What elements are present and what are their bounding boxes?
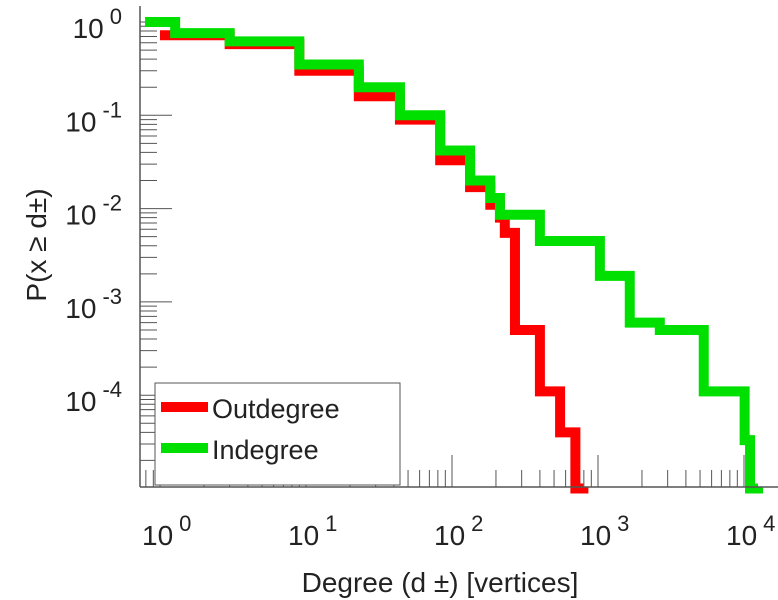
x-tick-label: 10 2 [434, 511, 483, 551]
x-tick-label: 10 0 [142, 511, 191, 551]
y-tick-label: 10 -1 [65, 97, 122, 137]
legend: Outdegree Indegree [154, 382, 401, 486]
legend-label-outdegree: Outdegree [212, 394, 340, 424]
x-tick-label: 10 3 [580, 511, 629, 551]
x-tick-label: 10 1 [288, 511, 337, 551]
series-indegree [145, 17, 764, 494]
y-tick-label: 10 -2 [65, 191, 122, 231]
y-tick-label: 10 0 [73, 4, 122, 44]
x-tick-label: 10 4 [726, 511, 775, 551]
x-tick-labels: 10 0 10 1 10 2 10 3 10 4 [142, 511, 775, 551]
x-axis-label: Degree (d ±) [vertices] [302, 567, 579, 598]
series-outdegree [160, 30, 589, 494]
y-tick-label: 10 -4 [65, 377, 122, 417]
legend-label-indegree: Indegree [212, 435, 319, 465]
y-axis-label: P(x ≥ d±) [21, 188, 52, 301]
y-tick-label: 10 -3 [65, 284, 122, 324]
axis-ticks [140, 21, 745, 487]
series-lines [145, 17, 764, 494]
legend-box [154, 382, 401, 486]
